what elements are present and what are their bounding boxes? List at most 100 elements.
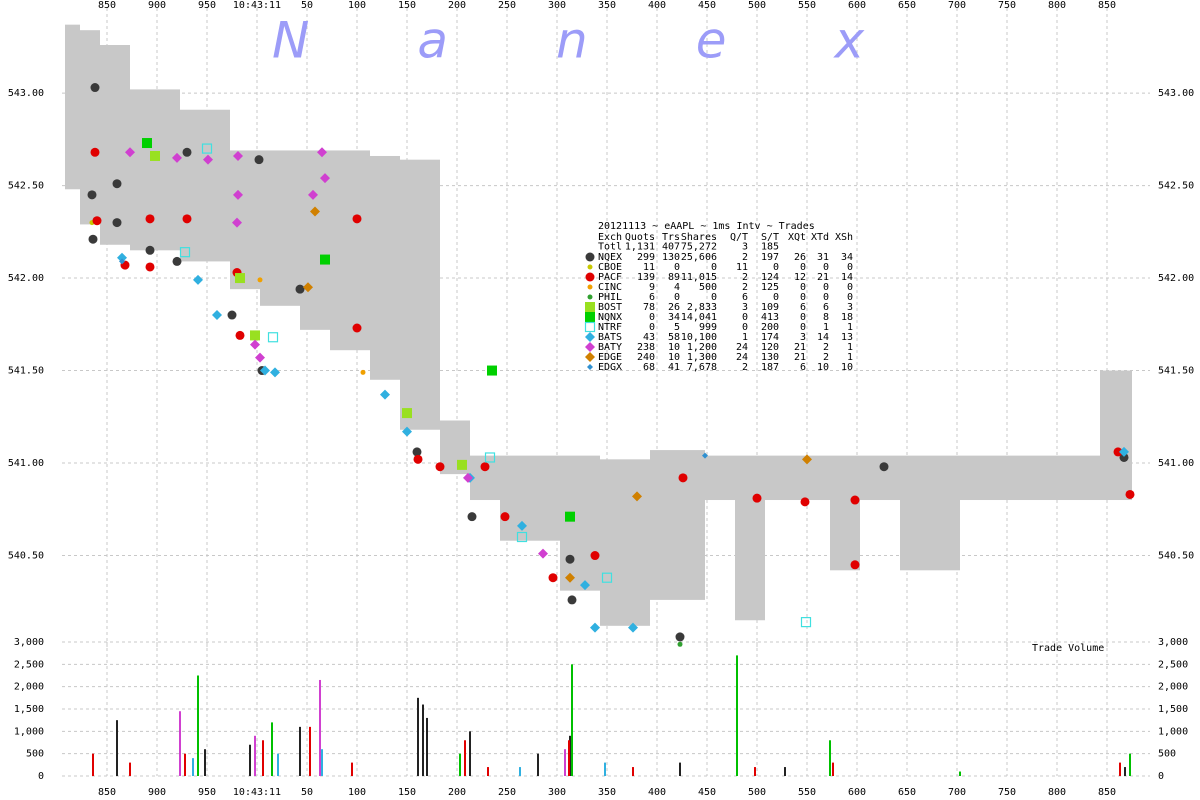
point-marker [480,462,490,472]
point-marker [257,277,263,283]
point-marker [677,641,683,647]
table-cell: 130 [761,352,779,363]
point-marker [260,365,270,376]
point-marker [565,511,575,522]
y-tick-label: 2,500 [14,659,44,670]
point-marker [212,310,222,321]
table-cell: Totl [598,242,622,253]
point-marker [1113,447,1123,457]
y-tick-label: 2,500 [1158,659,1188,670]
point-marker [601,572,613,583]
y-tick-label: 0 [1158,771,1164,782]
point-marker [590,551,600,561]
table-cell: 413 [761,312,779,323]
volume-bar [564,749,566,776]
range-band [500,455,560,541]
table-cell: 2 [742,252,748,263]
volume-bar [299,726,301,776]
point-marker [412,447,422,457]
point-marker [203,154,213,165]
table-cell: 0 [847,292,853,303]
point-marker [125,147,135,158]
table-cell: 21 [817,272,829,283]
x-tick-label: 950 [198,787,216,798]
table-cell: 34 [668,312,680,323]
range-band [1130,370,1132,501]
point-marker [193,274,203,285]
table-cell: 10,100 [681,332,717,343]
volume-bar [277,753,279,776]
table-cell: 0 [711,262,717,273]
range-band [230,150,260,290]
x-tick-label: 50 [301,787,313,798]
table-cell: 130 [662,252,680,263]
point-marker [628,622,638,633]
y-tick-label: 541.00 [1158,458,1194,469]
point-marker [255,352,265,363]
table-cell: 10 [668,342,680,353]
x-tick-label: 700 [948,0,966,11]
legend-marker [587,294,593,300]
volume-bar [632,767,634,776]
table-cell: 6 [800,302,806,313]
table-cell: 5 [674,322,680,333]
x-tick-label: 300 [548,787,566,798]
x-tick-label: 300 [548,0,566,11]
volume-bar [254,735,256,776]
range-band [130,89,180,251]
point-marker [112,218,122,228]
volume-bar [464,740,466,776]
table-title: 20121113 ~ eAAPL ~ 1ms Intv ~ Trades [598,221,815,232]
table-cell: 1,300 [687,352,717,363]
point-marker [590,622,600,633]
table-cell: 0 [674,292,680,303]
point-marker [500,512,510,522]
table-cell: 0 [823,262,829,273]
y-tick-label: 543.00 [1158,88,1194,99]
x-tick-label: 500 [748,0,766,11]
volume-bar [184,753,186,776]
table-header: XQt [788,232,806,243]
legend-marker [585,312,595,322]
table-cell: 0 [800,312,806,323]
table-cell: 0 [800,322,806,333]
x-tick-label: 50 [301,0,313,11]
range-band [650,450,705,600]
point-marker [1125,489,1135,499]
range-band [765,455,830,501]
table-cell: 0 [742,322,748,333]
table-cell: 0 [649,312,655,323]
x-tick-label: 800 [1048,787,1066,798]
table-cell: 11,015 [681,272,717,283]
range-band [1100,370,1130,501]
point-marker [752,493,762,503]
volume-bar [197,675,199,776]
volume-bar [604,762,606,776]
x-tick-label: 150 [398,787,416,798]
table-cell: 2 [742,272,748,283]
table-cell: 1 [823,322,829,333]
volume-bar [116,720,118,776]
table-header: XTd [811,232,829,243]
point-marker [172,256,182,266]
band-layer [65,24,1132,626]
legend-label: NQNX [598,312,622,323]
x-tick-label: 900 [148,0,166,11]
volume-bar [679,762,681,776]
volume-bar [426,717,428,776]
y-tick-label: 1,500 [14,704,44,715]
point-marker [800,497,810,507]
table-cell: 10 [668,352,680,363]
table-cell: 6 [649,292,655,303]
y-tick-label: 3,000 [1158,637,1188,648]
table-cell: 3 [800,332,806,343]
x-tick-label: 250 [498,0,516,11]
table-cell: 6 [800,362,806,373]
point-marker [267,332,279,343]
watermark: Nanex [272,12,972,70]
point-marker [90,83,100,93]
point-marker [487,365,497,376]
table-cell: 2 [823,342,829,353]
point-marker [88,234,98,244]
